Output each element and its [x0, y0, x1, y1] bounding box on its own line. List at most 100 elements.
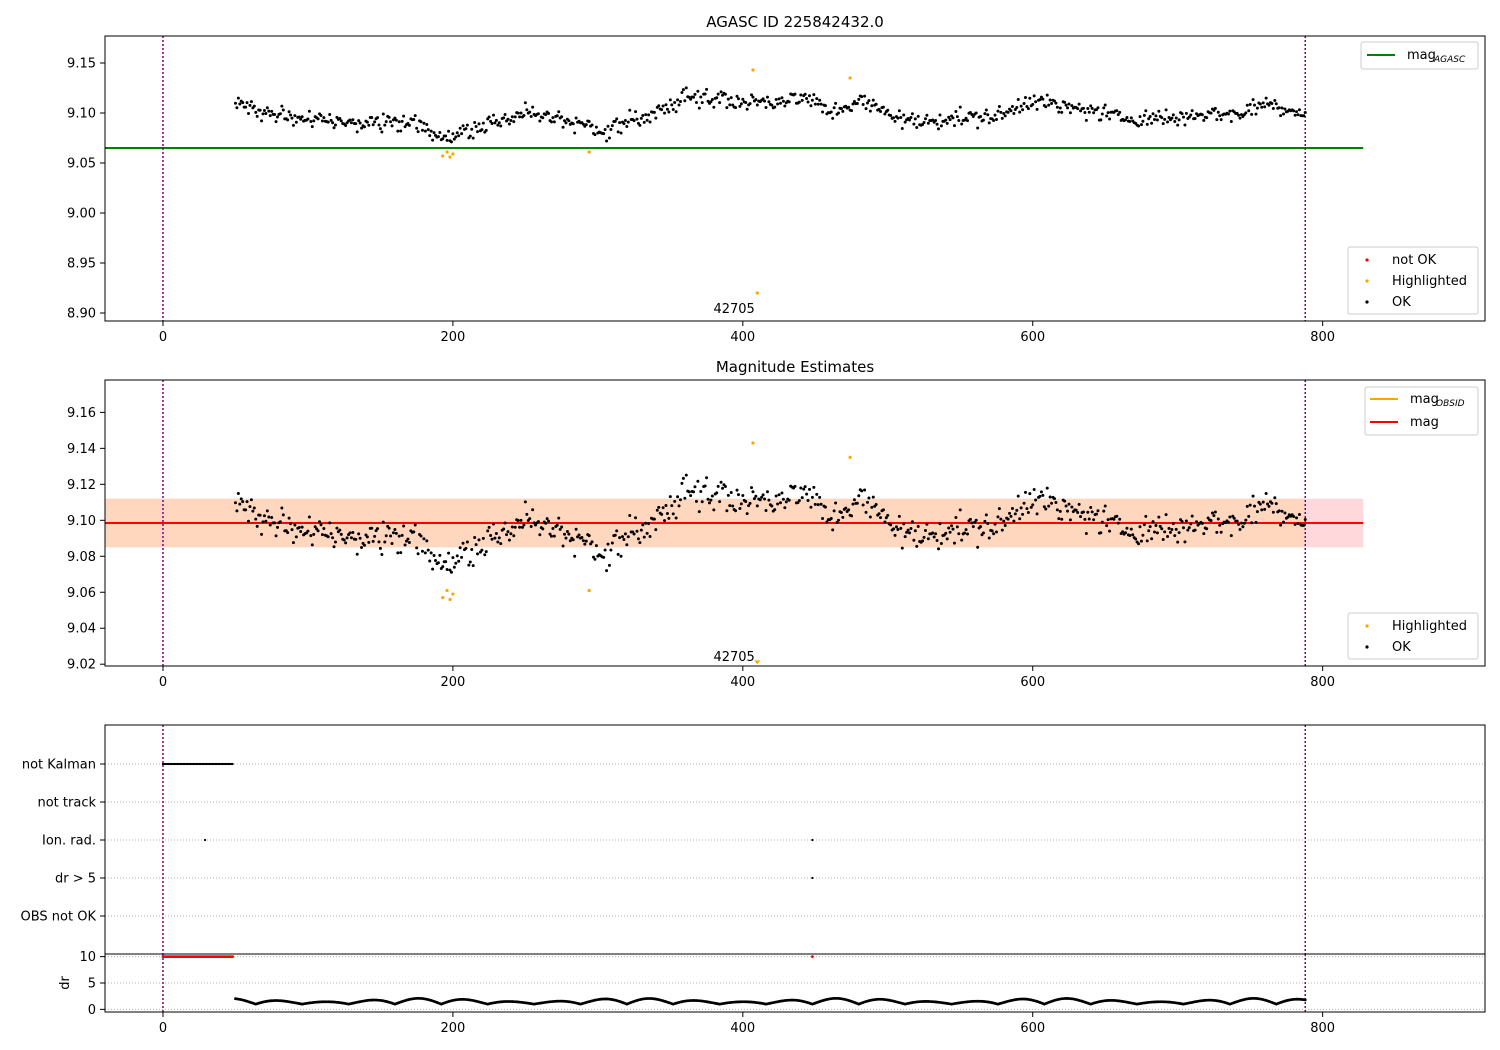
ok-point [1270, 102, 1274, 106]
ok-point [697, 106, 701, 110]
ok-point [852, 498, 856, 502]
ok-point [938, 522, 942, 526]
ok-point [781, 99, 785, 103]
ok-point [813, 102, 817, 106]
ok-point [1219, 118, 1223, 122]
ok-point [677, 504, 681, 508]
ok-point [751, 95, 755, 99]
ok-point [1190, 514, 1194, 518]
ok-point [725, 106, 729, 110]
ok-point [851, 102, 855, 106]
ok-point [1183, 123, 1187, 127]
y-tick-label: 9.10 [67, 514, 96, 529]
ok-point [879, 516, 883, 520]
ok-point [602, 555, 606, 559]
ok-point [721, 486, 725, 490]
ok-point [1177, 531, 1181, 535]
ok-point [947, 115, 951, 119]
ok-point [894, 525, 898, 529]
ok-point [618, 121, 622, 125]
ok-point [937, 547, 941, 551]
ok-point [773, 105, 777, 109]
ok-point [1125, 526, 1129, 530]
ok-point [1077, 502, 1081, 506]
ok-point [252, 506, 256, 510]
ok-point [1063, 100, 1067, 104]
ok-point [883, 112, 887, 116]
ok-point [1250, 521, 1254, 525]
ok-point [738, 506, 742, 510]
ok-point [754, 494, 758, 498]
ok-point [468, 560, 472, 564]
ok-point [1018, 517, 1022, 521]
ok-point [641, 114, 645, 118]
ok-point [1147, 117, 1151, 121]
panel2-line-legend: mag OBSID mag [1364, 386, 1479, 436]
ok-point [297, 525, 301, 529]
ok-point [603, 127, 607, 131]
ok-point [694, 499, 698, 503]
ok-point [750, 93, 754, 97]
legend2-ok-marker [1365, 645, 1369, 649]
ok-point [1216, 517, 1220, 521]
ok-point [1176, 540, 1180, 544]
ok-point [419, 534, 423, 538]
panel-flags: not Kalman not track Ion. rad. dr > 5 OBS no… [21, 724, 1486, 955]
ok-point [1283, 511, 1287, 515]
ok-point [755, 103, 759, 107]
ok-point [889, 523, 893, 527]
ok-point [571, 538, 575, 542]
x-tick-label: 0 [159, 330, 167, 345]
ok-point [493, 121, 497, 125]
ok-point [594, 125, 598, 129]
ok-point [494, 532, 498, 536]
ok-point [1251, 98, 1255, 102]
ok-point [819, 502, 823, 506]
ok-point [1002, 111, 1006, 115]
ok-point [406, 537, 410, 541]
ok-point [1144, 514, 1148, 518]
ok-point [847, 508, 851, 512]
ok-point [322, 116, 326, 120]
ok-point [616, 552, 620, 556]
y-tick-label: 0 [88, 1003, 96, 1018]
ok-point [313, 525, 317, 529]
ok-point [403, 125, 407, 129]
ok-point [415, 126, 419, 130]
ok-point [1108, 529, 1112, 533]
ok-point [560, 525, 564, 529]
ok-point [328, 521, 332, 525]
ok-point [1022, 102, 1026, 106]
ok-point [665, 107, 669, 111]
ok-point [290, 116, 294, 120]
ok-point [1047, 504, 1051, 508]
ok-point [734, 106, 738, 110]
ok-point [1266, 502, 1270, 506]
ok-point [590, 540, 594, 544]
ok-point [610, 541, 614, 545]
ok-point [783, 506, 787, 510]
ok-point [505, 533, 509, 537]
ok-point [389, 534, 393, 538]
ok-point [344, 124, 348, 128]
ok-point [905, 530, 909, 534]
ok-point [692, 95, 696, 99]
ok-point [1092, 111, 1096, 115]
ok-point [1155, 118, 1159, 122]
ok-point [952, 541, 956, 545]
ok-point [1247, 514, 1251, 518]
ok-point [974, 111, 978, 115]
ok-point [396, 551, 400, 555]
ok-point [391, 531, 395, 535]
ok-point [1296, 522, 1300, 526]
highlighted-point [587, 588, 591, 593]
ok-point [1000, 116, 1004, 120]
ok-point [1183, 540, 1187, 544]
ok-point [900, 126, 904, 130]
ok-point [1254, 520, 1258, 524]
ok-point [541, 527, 545, 531]
ok-point [294, 535, 298, 539]
ok-point [1021, 108, 1025, 112]
ok-point [1295, 110, 1299, 114]
ok-point [684, 473, 688, 477]
